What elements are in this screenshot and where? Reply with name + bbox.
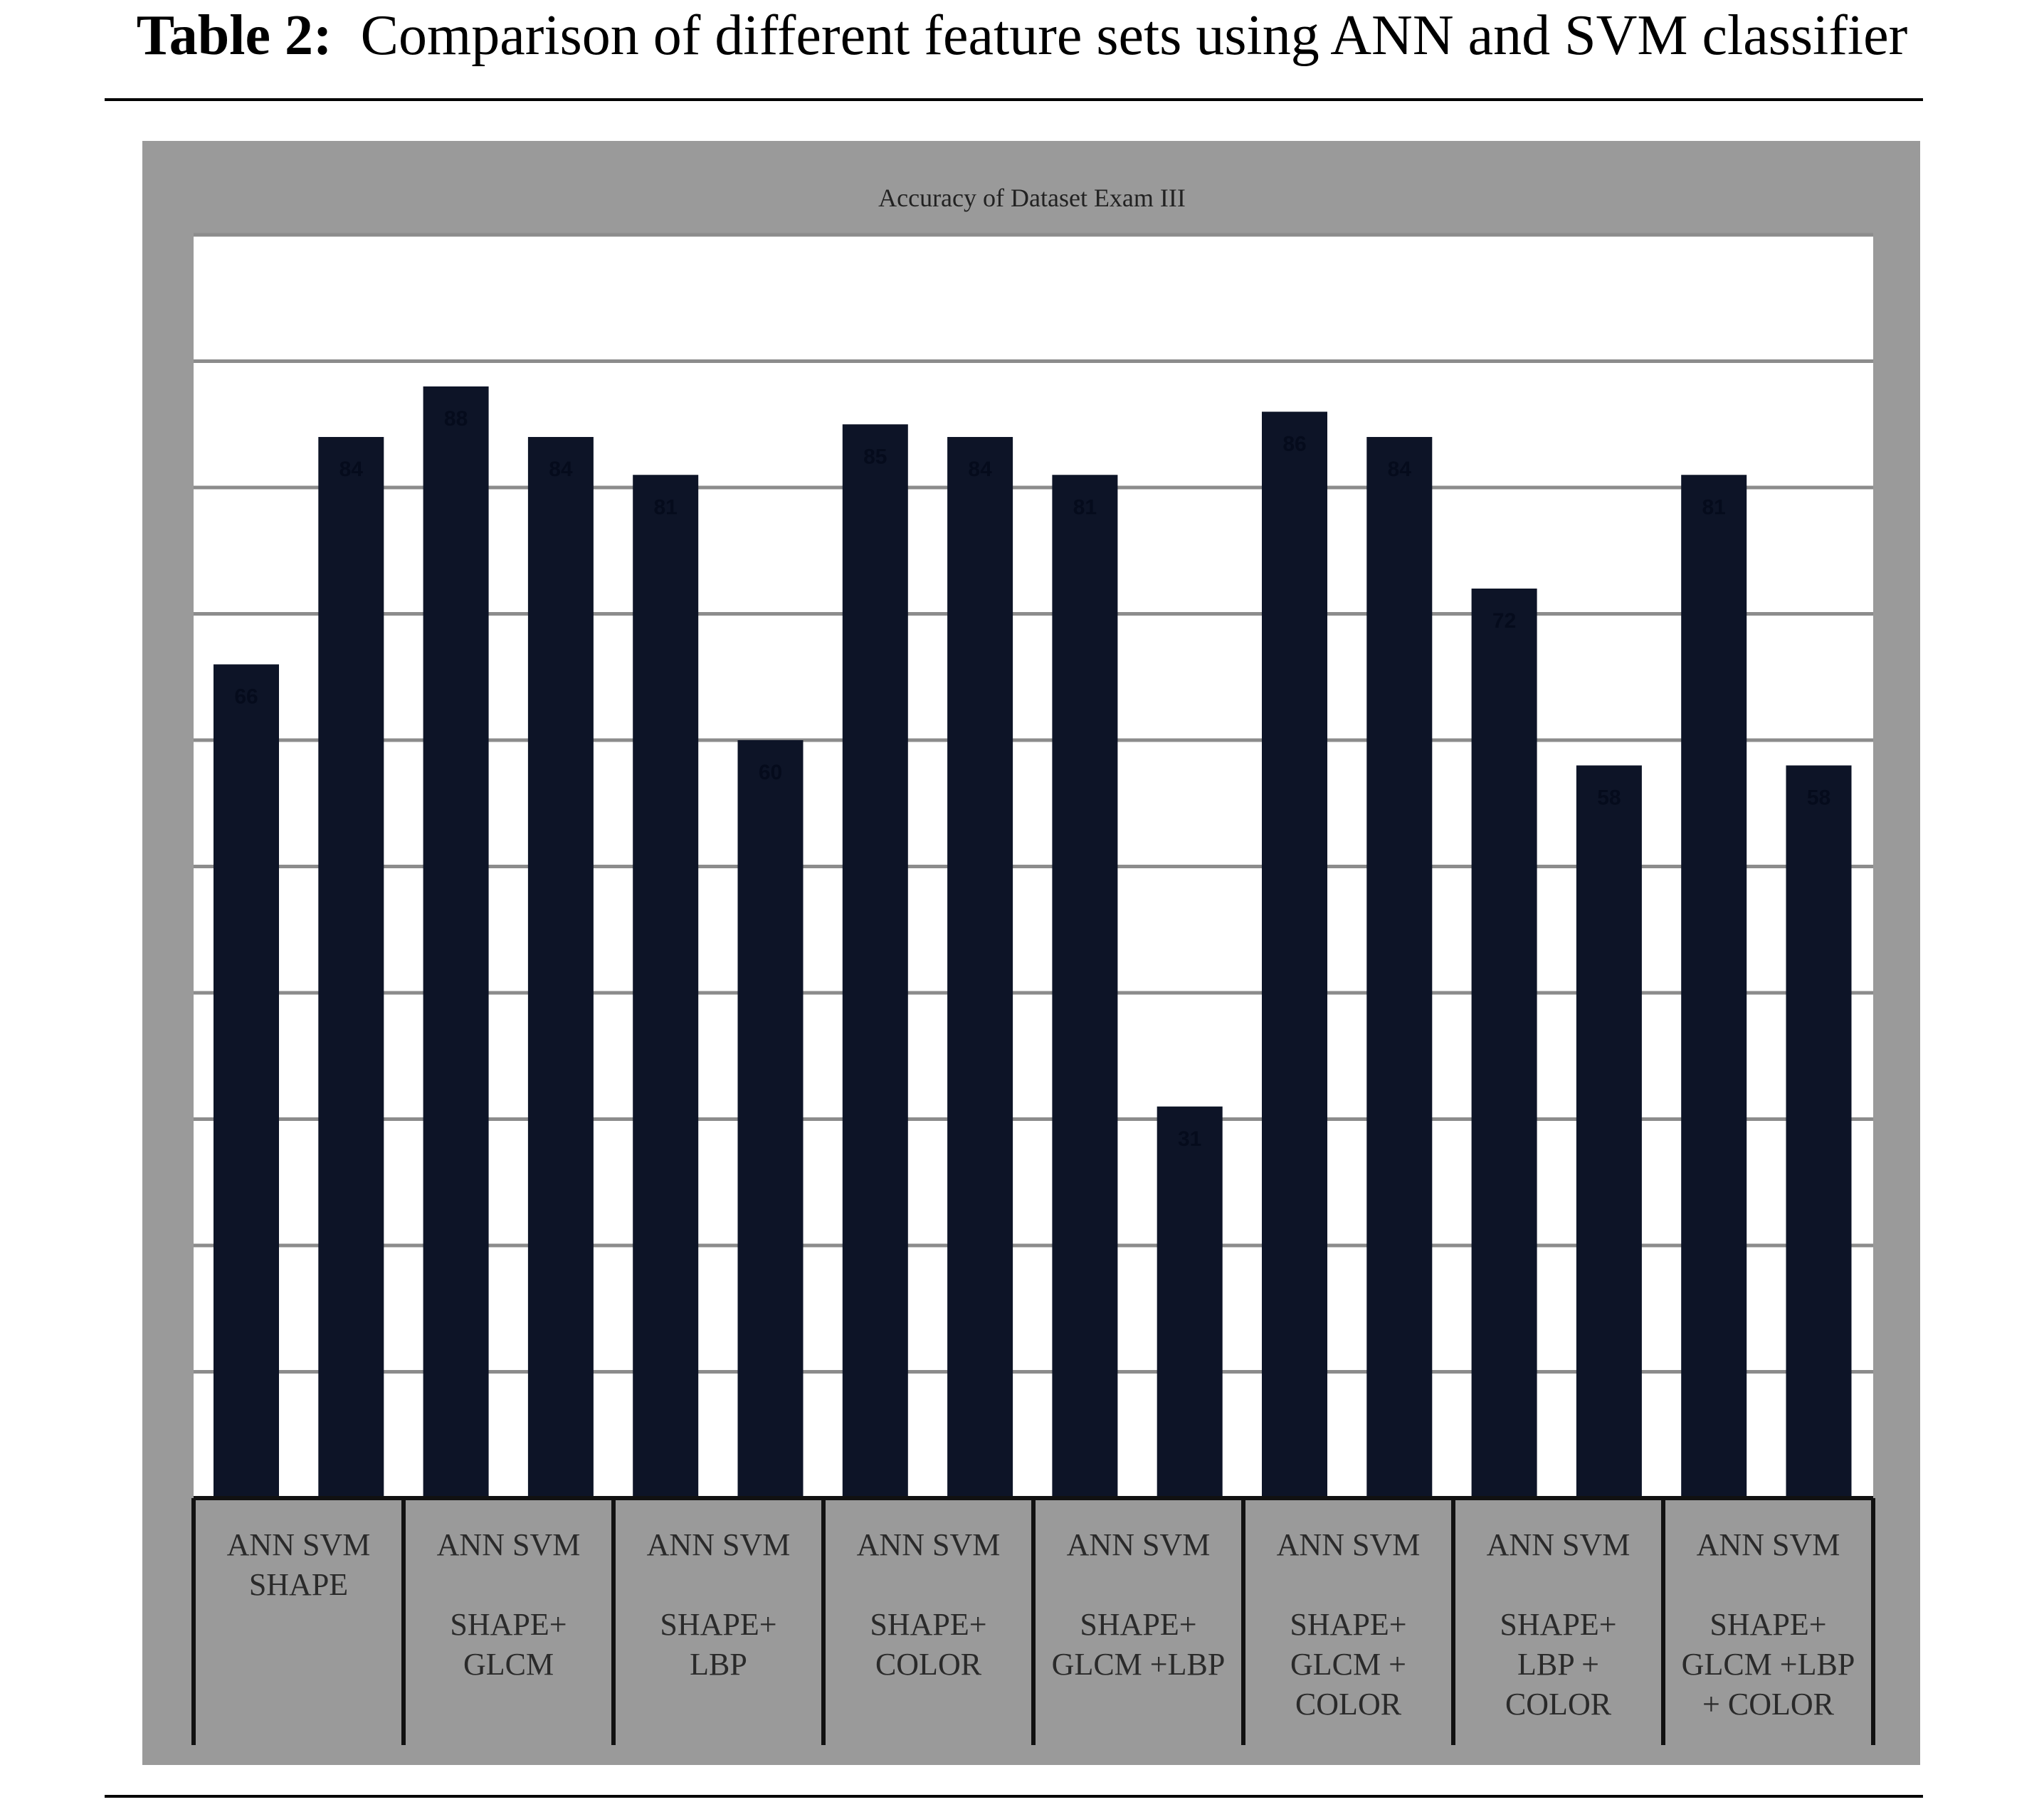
bar-svm — [947, 437, 1013, 1498]
data-label: 81 — [1702, 495, 1726, 519]
category-label-line: SHAPE+ — [1710, 1607, 1826, 1642]
category-label-line: ANN SVM — [857, 1527, 1001, 1562]
bar-ann — [842, 424, 908, 1498]
category-label-line: ANN SVM — [647, 1527, 791, 1562]
category-label-line — [1344, 1567, 1352, 1602]
category-label-line: COLOR — [1295, 1687, 1402, 1722]
data-label: 86 — [1282, 433, 1306, 456]
category-label-line: LBP + — [1517, 1647, 1599, 1682]
bar-svm — [318, 437, 384, 1498]
category-label-line: COLOR — [1505, 1687, 1612, 1722]
table-caption: Table 2: Comparison of different feature… — [0, 0, 2044, 78]
category-label: ANN SVM SHAPE — [227, 1527, 371, 1602]
category-label-line: COLOR — [875, 1647, 982, 1682]
category-label-line: SHAPE — [249, 1567, 348, 1602]
category-label-line: SHAPE+ — [660, 1607, 776, 1642]
bar-ann — [1262, 411, 1327, 1498]
data-label: 81 — [1073, 495, 1097, 519]
bar-svm — [1576, 765, 1642, 1498]
category-label-line: SHAPE+ — [450, 1607, 567, 1642]
data-label: 72 — [1492, 609, 1516, 633]
category-label-line — [924, 1567, 932, 1602]
category-label-line: LBP — [690, 1647, 747, 1682]
top-rule — [105, 98, 1923, 101]
category-label-line: ANN SVM — [1697, 1527, 1840, 1562]
data-label: 58 — [1597, 786, 1621, 810]
category-label-line — [1134, 1567, 1142, 1602]
category-label-line: + COLOR — [1702, 1687, 1835, 1722]
data-label: 88 — [444, 407, 468, 431]
bar-svm — [737, 740, 804, 1498]
category-label: ANN SVM SHAPE+ GLCM + COLOR — [1277, 1527, 1421, 1722]
category-label-line: ANN SVM — [437, 1527, 581, 1562]
data-label: 60 — [759, 761, 782, 784]
category-label-line: GLCM +LBP — [1052, 1647, 1226, 1682]
category-label: ANN SVM SHAPE+ LBP — [647, 1527, 791, 1682]
bar-ann — [1471, 589, 1537, 1498]
category-label: ANN SVM SHAPE+ LBP + COLOR — [1487, 1527, 1631, 1722]
data-label: 31 — [1178, 1127, 1201, 1151]
data-label: 81 — [654, 495, 678, 519]
category-label-line: GLCM +LBP — [1682, 1647, 1855, 1682]
bottom-rule — [105, 1795, 1923, 1798]
category-label: ANN SVM SHAPE+ COLOR — [857, 1527, 1001, 1682]
data-label: 85 — [863, 445, 887, 468]
caption-label: Table 2: — [136, 4, 332, 67]
bar-ann — [1052, 475, 1118, 1498]
category-label-line — [1764, 1567, 1772, 1602]
data-label: 66 — [234, 685, 258, 709]
category-label-line: ANN SVM — [227, 1527, 371, 1562]
category-label-line: ANN SVM — [1487, 1527, 1631, 1562]
category-label-line — [505, 1567, 512, 1602]
bar-ann — [633, 475, 699, 1498]
category-label-line: SHAPE+ — [1500, 1607, 1616, 1642]
bar-ann — [423, 386, 489, 1498]
bar-svm — [1786, 765, 1852, 1498]
category-label-line: ANN SVM — [1067, 1527, 1211, 1562]
data-label: 84 — [339, 458, 364, 481]
category-label: ANN SVM SHAPE+ GLCM — [437, 1527, 581, 1682]
data-label: 84 — [549, 458, 573, 481]
category-label-line — [715, 1567, 722, 1602]
data-label: 58 — [1807, 786, 1830, 810]
data-label: 84 — [968, 458, 992, 481]
category-label-line: SHAPE+ — [870, 1607, 986, 1642]
bar-svm — [1157, 1106, 1223, 1498]
category-label-line: GLCM — [463, 1647, 554, 1682]
category-label-line: SHAPE+ — [1290, 1607, 1406, 1642]
bar-ann — [1681, 475, 1747, 1498]
caption-text: Comparison of different feature sets usi… — [360, 4, 1908, 67]
bar-ann — [214, 664, 279, 1498]
chart-title: Accuracy of Dataset Exam III — [878, 184, 1186, 212]
data-label: 84 — [1388, 458, 1412, 481]
bar-svm — [527, 437, 594, 1498]
category-label-line: GLCM + — [1290, 1647, 1406, 1682]
category-label-line: ANN SVM — [1277, 1527, 1421, 1562]
category-label-line — [1554, 1567, 1562, 1602]
category-label: ANN SVM SHAPE+ GLCM +LBP — [1052, 1527, 1226, 1682]
category-label-line: SHAPE+ — [1080, 1607, 1196, 1642]
category-label: ANN SVM SHAPE+ GLCM +LBP + COLOR — [1682, 1527, 1855, 1722]
bar-svm — [1366, 437, 1433, 1498]
